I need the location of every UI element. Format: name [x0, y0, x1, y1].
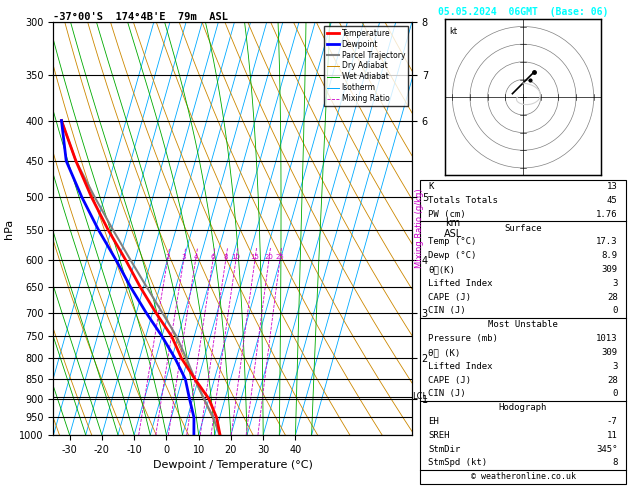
Text: Totals Totals: Totals Totals [428, 196, 498, 205]
Y-axis label: hPa: hPa [4, 218, 14, 239]
Text: CAPE (J): CAPE (J) [428, 293, 471, 302]
Text: 28: 28 [607, 376, 618, 384]
Text: 6: 6 [211, 254, 215, 260]
Text: 0: 0 [612, 389, 618, 399]
Text: SREH: SREH [428, 431, 450, 440]
Text: 8.9: 8.9 [601, 251, 618, 260]
Y-axis label: km
ASL: km ASL [444, 218, 462, 239]
Text: 345°: 345° [596, 445, 618, 453]
Text: 05.05.2024  06GMT  (Base: 06): 05.05.2024 06GMT (Base: 06) [438, 7, 608, 17]
Text: 3: 3 [612, 279, 618, 288]
Text: Dewp (°C): Dewp (°C) [428, 251, 477, 260]
Text: CIN (J): CIN (J) [428, 307, 466, 315]
Legend: Temperature, Dewpoint, Parcel Trajectory, Dry Adiabat, Wet Adiabat, Isotherm, Mi: Temperature, Dewpoint, Parcel Trajectory… [324, 26, 408, 106]
Text: 13: 13 [607, 182, 618, 191]
Text: 3: 3 [612, 362, 618, 371]
Text: Pressure (mb): Pressure (mb) [428, 334, 498, 343]
Text: Surface: Surface [504, 224, 542, 233]
Text: StmSpd (kt): StmSpd (kt) [428, 458, 487, 468]
Text: 309: 309 [601, 348, 618, 357]
Text: K: K [428, 182, 434, 191]
Text: 45: 45 [607, 196, 618, 205]
Text: 1.76: 1.76 [596, 210, 618, 219]
Text: 0: 0 [612, 307, 618, 315]
Text: 17.3: 17.3 [596, 238, 618, 246]
Text: Most Unstable: Most Unstable [488, 320, 558, 330]
Text: 20: 20 [264, 254, 274, 260]
Text: CIN (J): CIN (J) [428, 389, 466, 399]
Text: 25: 25 [276, 254, 284, 260]
Text: 10: 10 [231, 254, 240, 260]
Text: Lifted Index: Lifted Index [428, 362, 493, 371]
Text: PW (cm): PW (cm) [428, 210, 466, 219]
Text: Hodograph: Hodograph [499, 403, 547, 412]
Text: EH: EH [428, 417, 439, 426]
Text: Lifted Index: Lifted Index [428, 279, 493, 288]
Text: © weatheronline.co.uk: © weatheronline.co.uk [470, 472, 576, 481]
Text: StmDir: StmDir [428, 445, 460, 453]
Text: θᴇ (K): θᴇ (K) [428, 348, 460, 357]
Text: -7: -7 [607, 417, 618, 426]
Text: 2: 2 [165, 254, 170, 260]
Text: kt: kt [448, 27, 457, 35]
Text: 8: 8 [612, 458, 618, 468]
Text: LCL: LCL [412, 392, 427, 401]
Text: 4: 4 [194, 254, 198, 260]
Text: 11: 11 [607, 431, 618, 440]
Text: Temp (°C): Temp (°C) [428, 238, 477, 246]
Text: 309: 309 [601, 265, 618, 274]
Text: CAPE (J): CAPE (J) [428, 376, 471, 384]
Text: 28: 28 [607, 293, 618, 302]
Text: -37°00'S  174°4B'E  79m  ASL: -37°00'S 174°4B'E 79m ASL [53, 12, 228, 22]
Text: 15: 15 [250, 254, 259, 260]
Text: 3: 3 [182, 254, 186, 260]
Text: Mixing Ratio (g/kg): Mixing Ratio (g/kg) [415, 189, 424, 268]
Text: 1013: 1013 [596, 334, 618, 343]
Text: 8: 8 [223, 254, 228, 260]
X-axis label: Dewpoint / Temperature (°C): Dewpoint / Temperature (°C) [153, 460, 313, 470]
Text: θᴇ(K): θᴇ(K) [428, 265, 455, 274]
